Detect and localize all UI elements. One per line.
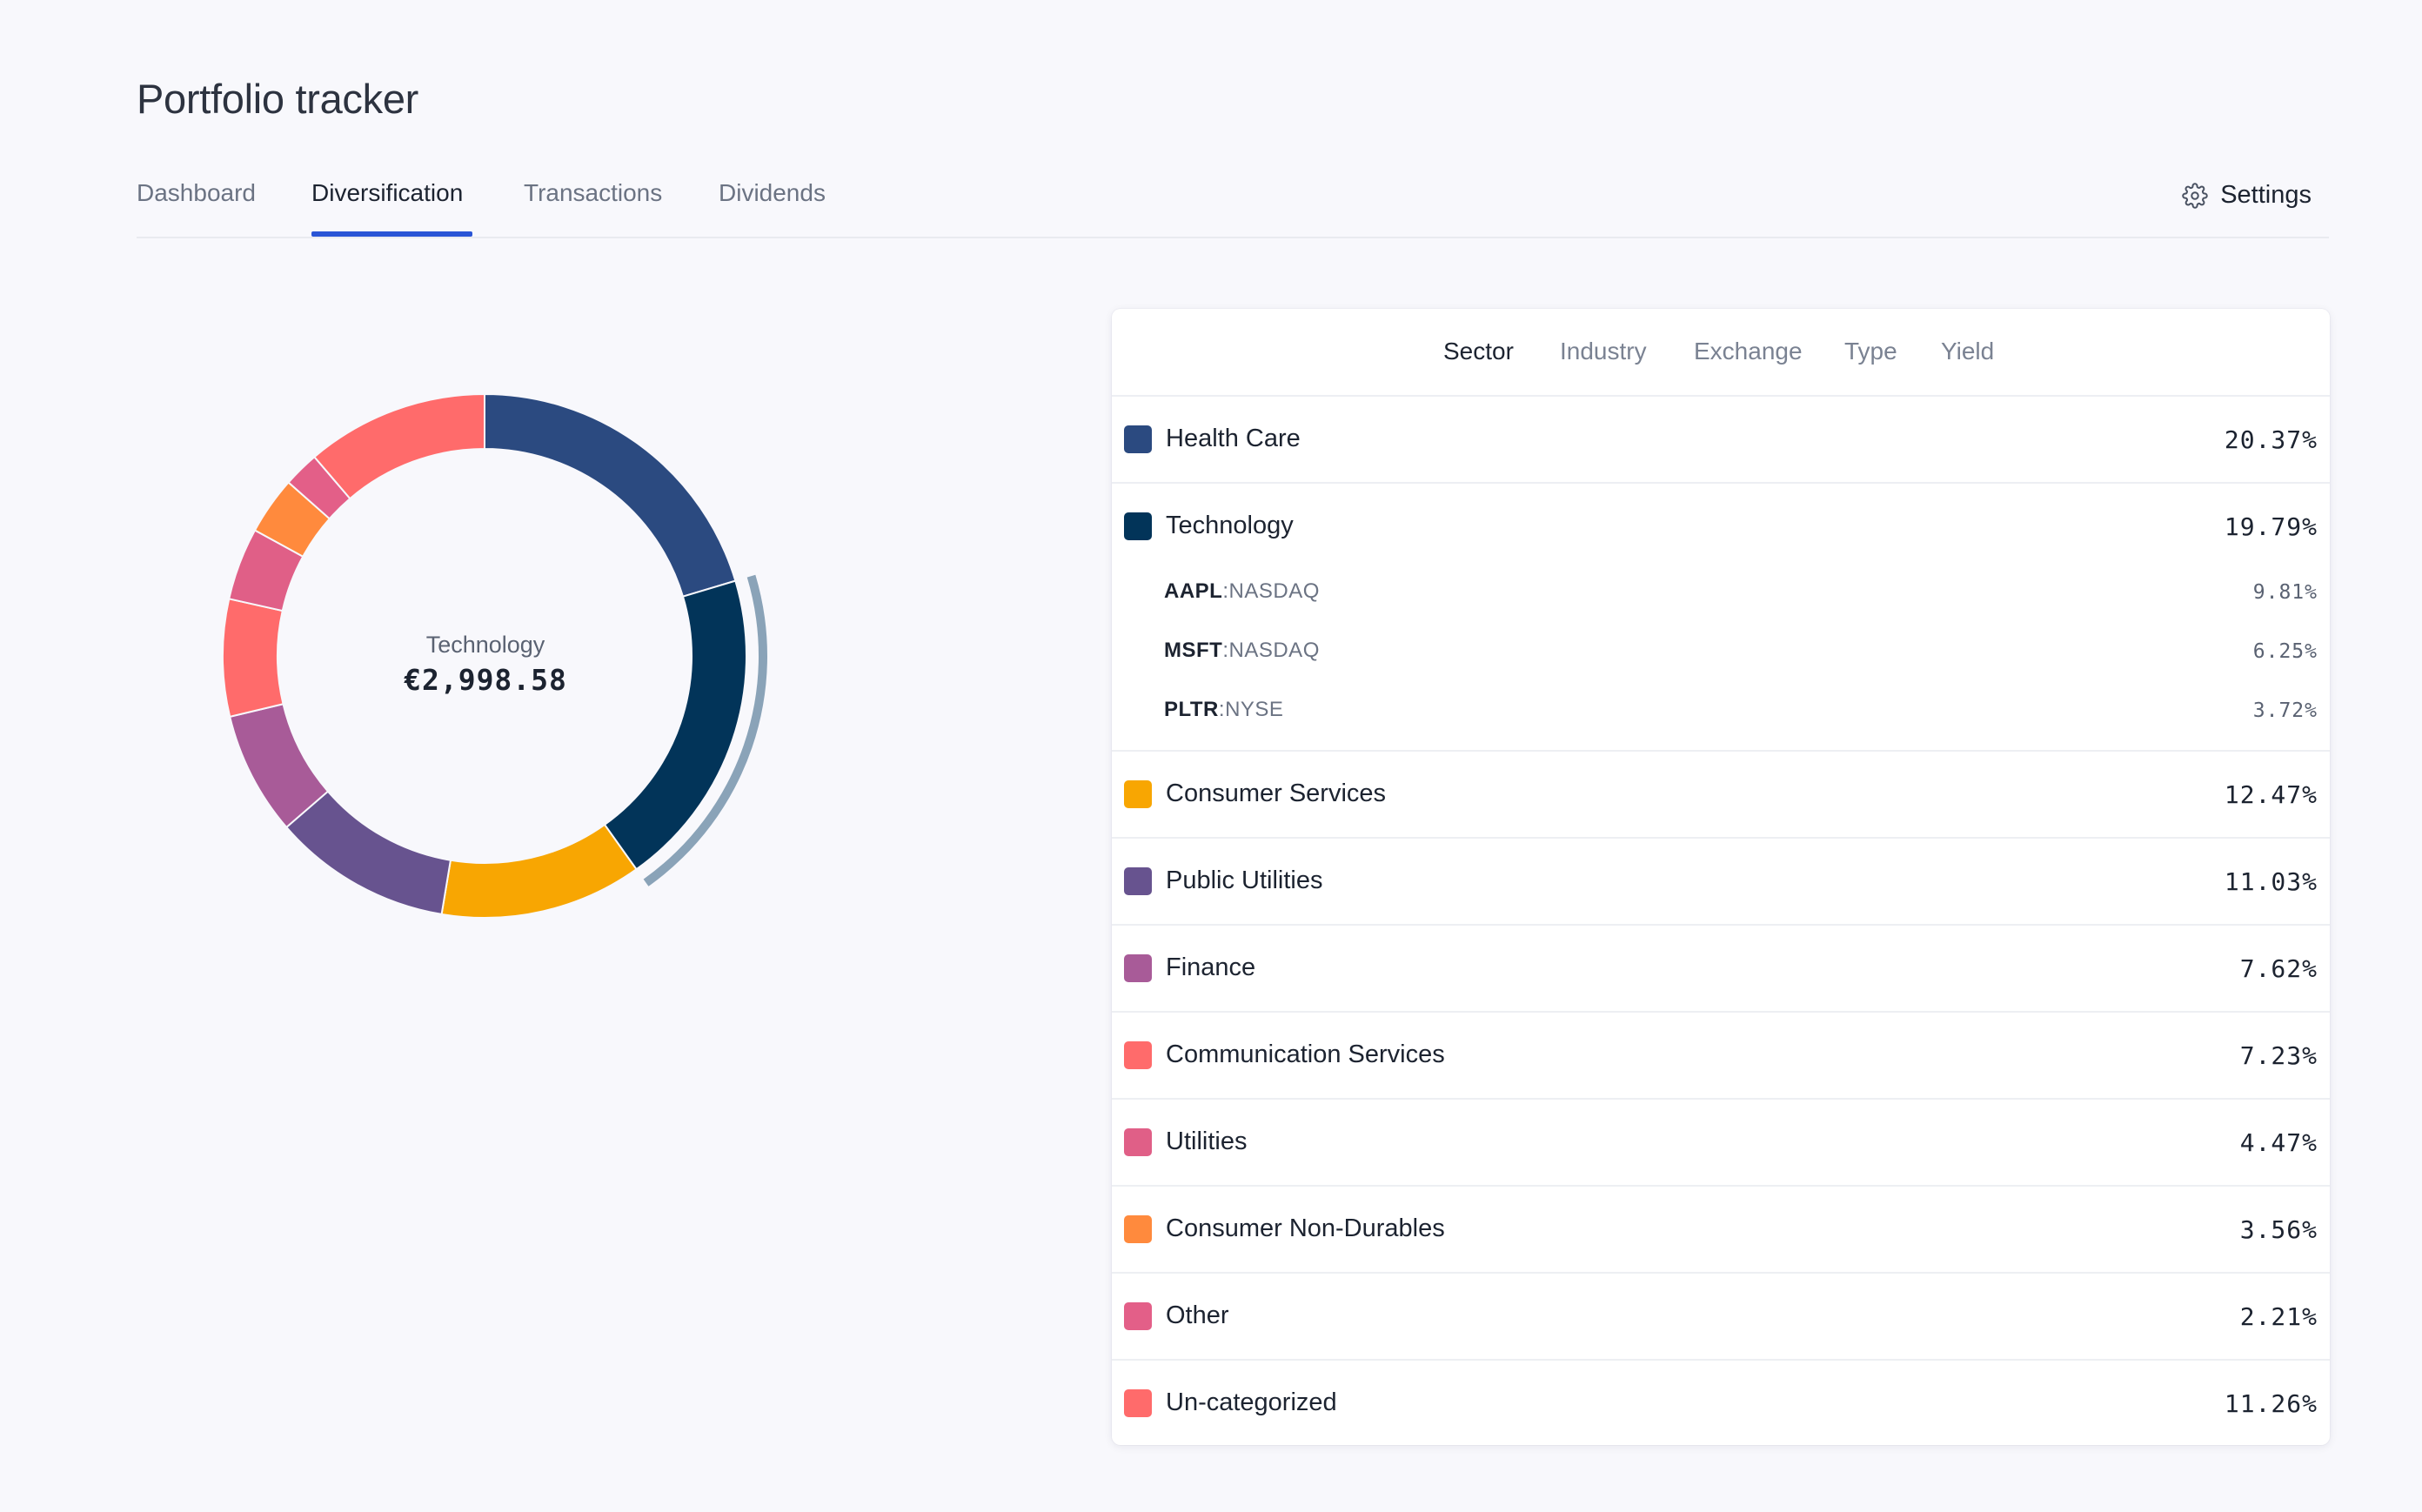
sector-row-finance[interactable]: Finance 7.62%	[1112, 926, 2330, 1013]
donut-svg	[222, 392, 767, 919]
tab-yield[interactable]: Yield	[1941, 338, 1995, 365]
sector-swatch	[1124, 780, 1152, 808]
tab-industry[interactable]: Industry	[1560, 338, 1647, 365]
sector-row-un-categorized[interactable]: Un-categorized 11.26%	[1112, 1361, 2330, 1445]
donut-slice-un-categorized[interactable]	[312, 392, 485, 500]
sector-row-health-care[interactable]: Health Care 20.37%	[1112, 397, 2330, 484]
chart-center-label: Technology	[425, 632, 545, 658]
tab-diversification[interactable]: Diversification	[311, 179, 464, 206]
sector-swatch	[1124, 512, 1152, 540]
sector-row-consumer-services[interactable]: Consumer Services 12.47%	[1112, 752, 2330, 839]
sector-row-consumer-non-durables[interactable]: Consumer Non-Durables 3.56%	[1112, 1187, 2330, 1274]
sector-percent: 20.37%	[2224, 425, 2318, 454]
chart-center-value: €2,998.58	[404, 663, 567, 697]
breakdown-tabs: Sector Industry Exchange Type Yield	[1112, 309, 2330, 397]
sector-row-public-utilities[interactable]: Public Utilities 11.03%	[1112, 839, 2330, 926]
holding-pltr[interactable]: PLTR:NYSE	[1164, 698, 1284, 721]
donut-highlight-arc	[643, 574, 767, 886]
donut-slice-public-utilities[interactable]	[284, 790, 452, 916]
holding-exchange: NASDAQ	[1228, 639, 1320, 662]
sector-percent: 12.47%	[2224, 780, 2318, 809]
sector-percent: 11.26%	[2224, 1389, 2318, 1418]
sector-row-technology[interactable]: Technology 19.79% AAPL:NASDAQ 9.81% MSFT…	[1112, 484, 2330, 752]
sector-percent: 2.21%	[2239, 1302, 2318, 1331]
holding-percent: 3.72%	[2252, 699, 2318, 722]
holding-symbol: AAPL	[1164, 579, 1223, 603]
holding-percent: 9.81%	[2252, 581, 2318, 604]
donut-slice-consumer-services[interactable]	[440, 823, 638, 919]
breakdown-panel: Sector Industry Exchange Type Yield Heal…	[1112, 309, 2330, 1445]
donut-slice-technology[interactable]	[603, 579, 747, 871]
sector-name: Communication Services	[1166, 1040, 1445, 1068]
sector-name: Un-categorized	[1166, 1388, 1337, 1416]
sector-swatch	[1124, 1215, 1152, 1243]
donut-slice-communication-services[interactable]	[222, 598, 284, 719]
sector-percent: 3.56%	[2239, 1215, 2318, 1244]
holding-aapl[interactable]: AAPL:NASDAQ	[1164, 579, 1320, 603]
sector-name: Public Utilities	[1166, 866, 1323, 894]
sector-swatch	[1124, 425, 1152, 453]
sector-swatch	[1124, 954, 1152, 982]
holding-exchange: NASDAQ	[1228, 579, 1320, 603]
tab-type[interactable]: Type	[1844, 338, 1897, 365]
sector-percent: 11.03%	[2224, 867, 2318, 896]
sector-name: Consumer Non-Durables	[1166, 1214, 1445, 1242]
tab-exchange[interactable]: Exchange	[1694, 338, 1803, 365]
tab-dividends[interactable]: Dividends	[719, 179, 826, 206]
sector-percent: 4.47%	[2239, 1128, 2318, 1157]
sector-swatch	[1124, 1128, 1152, 1156]
sector-percent: 19.79%	[2224, 512, 2318, 541]
sector-name: Utilities	[1166, 1127, 1248, 1155]
holding-percent: 6.25%	[2252, 640, 2318, 663]
sector-swatch	[1124, 1389, 1152, 1417]
tab-sector[interactable]: Sector	[1443, 338, 1514, 365]
holding-symbol: PLTR	[1164, 698, 1219, 721]
page-title: Portfolio tracker	[137, 76, 419, 122]
sector-name: Finance	[1166, 953, 1256, 981]
sector-name: Other	[1166, 1301, 1229, 1329]
main-nav: Dashboard Diversification Transactions D…	[137, 171, 2329, 238]
sector-swatch	[1124, 867, 1152, 895]
sector-swatch	[1124, 1302, 1152, 1330]
holding-exchange: NYSE	[1225, 698, 1284, 721]
sector-name: Consumer Services	[1166, 779, 1387, 807]
sector-row-utilities[interactable]: Utilities 4.47%	[1112, 1100, 2330, 1187]
active-tab-indicator	[311, 231, 472, 237]
sector-row-other[interactable]: Other 2.21%	[1112, 1274, 2330, 1361]
settings-button[interactable]: Settings	[2182, 181, 2312, 210]
settings-label: Settings	[2220, 181, 2312, 209]
sector-percent: 7.62%	[2239, 954, 2318, 983]
donut-slice-health-care[interactable]	[484, 392, 737, 598]
tab-dashboard[interactable]: Dashboard	[137, 179, 256, 206]
sector-name: Technology	[1166, 512, 1294, 539]
sector-percent: 7.23%	[2239, 1041, 2318, 1070]
sector-donut-chart: Technology €2,998.58	[0, 0, 1044, 1044]
sector-name: Health Care	[1166, 425, 1301, 452]
sector-row-communication-services[interactable]: Communication Services 7.23%	[1112, 1013, 2330, 1100]
holding-symbol: MSFT	[1164, 639, 1223, 662]
gear-icon	[2182, 182, 2208, 209]
holding-msft[interactable]: MSFT:NASDAQ	[1164, 639, 1320, 662]
sector-swatch	[1124, 1041, 1152, 1069]
tab-transactions[interactable]: Transactions	[524, 179, 663, 206]
